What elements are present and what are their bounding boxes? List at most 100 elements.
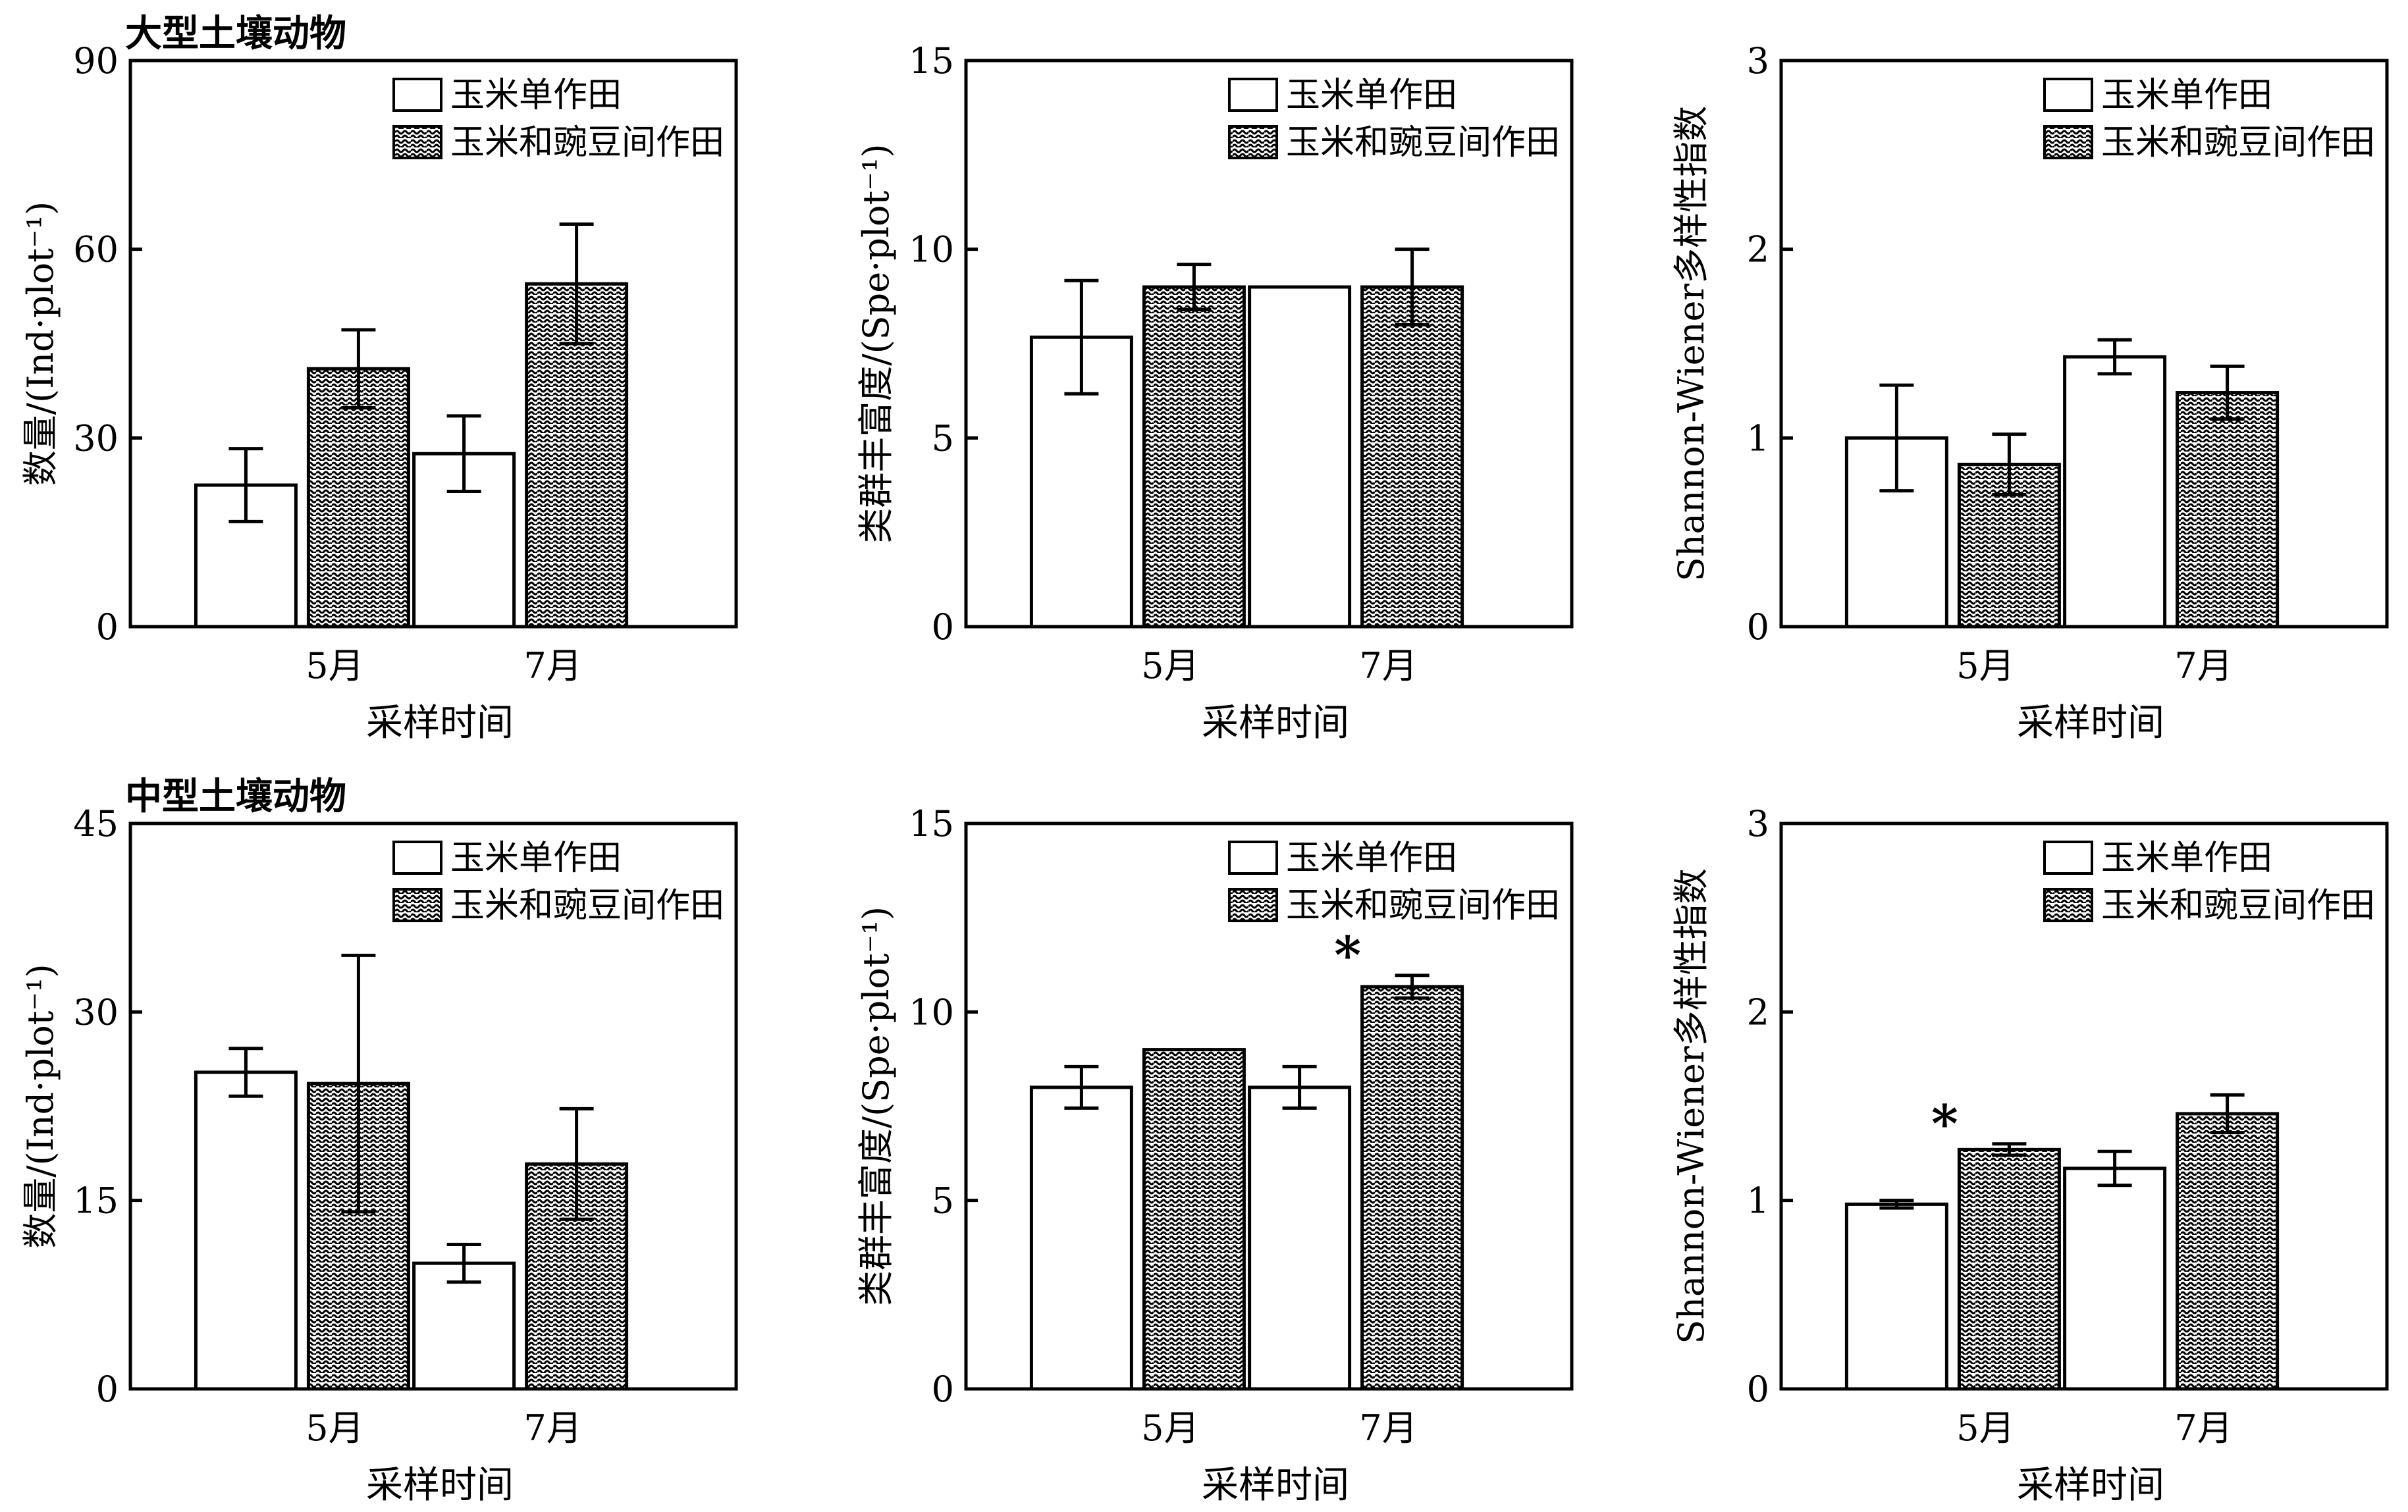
y-tick-label: 5 <box>932 1180 954 1222</box>
plot-frame <box>128 59 738 629</box>
legend-label: 玉米和豌豆间作田 <box>1286 886 1560 925</box>
y-tick-label: 45 <box>73 803 119 845</box>
y-tick-label: 0 <box>932 606 954 648</box>
legend-swatch-hatched <box>2043 125 2093 159</box>
legend-label: 玉米单作田 <box>1286 839 1457 878</box>
x-tick-label: 5月 <box>306 1407 363 1449</box>
chart-panel-macro-abundance: 大型土壤动物 5月 7月 0 30 60 90 数量/(Ind·plot⁻¹) 采样时间 玉米单作… <box>20 12 738 744</box>
x-axis-label: 采样时间 <box>1202 702 1349 744</box>
bar-plain-1 <box>2063 355 2167 629</box>
legend-label: 玉米单作田 <box>450 76 622 115</box>
x-axis-label: 采样时间 <box>2017 702 2164 744</box>
legend-label: 玉米和豌豆间作田 <box>450 886 724 925</box>
x-axis-label: 采样时间 <box>366 1464 514 1507</box>
x-tick-label: 5月 <box>1956 1407 2014 1449</box>
legend-label: 玉米和豌豆间作田 <box>450 123 724 163</box>
x-tick-label: 5月 <box>1141 1407 1199 1449</box>
bar-plain-0 <box>1029 1085 1133 1391</box>
significance-marker: * <box>1931 1094 1958 1154</box>
y-tick-label: 0 <box>1747 606 1769 648</box>
bar-plain-1 <box>2063 1166 2167 1391</box>
bar-plain-1 <box>1248 285 1352 629</box>
y-tick-label: 2 <box>1747 229 1769 271</box>
bar-hatched-1 <box>1360 285 1464 629</box>
bar-hatched-0 <box>1142 1048 1246 1391</box>
bar-plain-0 <box>194 1070 298 1391</box>
y-tick-label: 15 <box>909 803 954 845</box>
plot-frame <box>964 59 1574 629</box>
y-tick-label: 3 <box>1747 40 1769 82</box>
bar-hatched-0 <box>1957 1147 2061 1391</box>
legend-label: 玉米单作田 <box>2101 76 2272 115</box>
y-tick-label: 60 <box>73 229 119 271</box>
legend-swatch-plain <box>2043 78 2093 112</box>
legend-swatch-plain <box>1228 841 1278 875</box>
x-tick-label: 7月 <box>2174 1407 2232 1449</box>
y-tick-label: 1 <box>1747 417 1769 459</box>
x-tick-label: 7月 <box>1359 645 1417 687</box>
group-title: 大型土壤动物 <box>125 12 346 55</box>
bar-hatched-1 <box>2176 391 2280 629</box>
legend-label: 玉米和豌豆间作田 <box>1286 123 1560 163</box>
y-tick-label: 10 <box>909 991 954 1033</box>
chart-panel-meso-richness: 5月 7月 * 0 5 10 15 类群丰富度/(Spe·plot⁻¹) 采样时间 玉米单作田玉米… <box>855 803 1574 1507</box>
legend-swatch-plain <box>392 841 442 875</box>
x-tick-label: 7月 <box>523 645 581 687</box>
x-axis-label: 采样时间 <box>2017 1464 2164 1507</box>
y-tick-label: 0 <box>932 1369 954 1410</box>
x-tick-label: 5月 <box>1141 645 1199 687</box>
x-axis-label: 采样时间 <box>1202 1464 1349 1507</box>
y-tick-label: 1 <box>1747 1180 1769 1222</box>
significance-marker: * <box>1334 925 1361 985</box>
bar-hatched-1 <box>1360 985 1464 1391</box>
y-tick-label: 90 <box>73 40 119 82</box>
legend-label: 玉米单作田 <box>450 839 622 878</box>
legend-swatch-hatched <box>1228 125 1278 159</box>
legend-swatch-hatched <box>1228 888 1278 922</box>
chart-panel-meso-abundance: 中型土壤动物 5月 7月 0 15 30 45 数量/(Ind·plot⁻¹) 采样时间 玉米单作… <box>20 775 738 1507</box>
y-tick-label: 10 <box>909 229 954 271</box>
legend-label: 玉米单作田 <box>2101 839 2272 878</box>
legend-label: 玉米和豌豆间作田 <box>2101 886 2375 925</box>
plot-frame <box>128 821 738 1391</box>
x-tick-label: 5月 <box>306 645 363 687</box>
y-tick-label: 0 <box>96 606 119 648</box>
legend-swatch-hatched <box>392 125 442 159</box>
bar-hatched-1 <box>2176 1112 2280 1391</box>
plot-frame <box>964 821 1574 1391</box>
group-title: 中型土壤动物 <box>125 775 346 818</box>
legend-label: 玉米单作田 <box>1286 76 1457 115</box>
x-tick-label: 7月 <box>1359 1407 1417 1449</box>
y-tick-label: 30 <box>73 991 119 1033</box>
legend-swatch-hatched <box>2043 888 2093 922</box>
x-tick-label: 7月 <box>523 1407 581 1449</box>
y-tick-label: 3 <box>1747 803 1769 845</box>
y-axis-label: 类群丰富度/(Spe·plot⁻¹) <box>855 143 897 543</box>
chart-panel-macro-richness: 5月 7月 0 5 10 15 类群丰富度/(Spe·plot⁻¹) 采样时间 玉米单作田玉米和… <box>855 40 1574 744</box>
legend-swatch-plain <box>1228 78 1278 112</box>
bar-plain-1 <box>1248 1085 1352 1391</box>
bar-plain-0 <box>1844 1202 1948 1391</box>
legend-swatch-plain <box>392 78 442 112</box>
y-axis-label: 数量/(Ind·plot⁻¹) <box>20 201 61 486</box>
y-axis-label: Shannon-Wiener多样性指数 <box>1671 106 1712 581</box>
y-tick-label: 2 <box>1747 991 1769 1033</box>
y-tick-label: 5 <box>932 417 954 459</box>
x-tick-label: 5月 <box>1956 645 2014 687</box>
plot-frame <box>1779 59 2389 629</box>
legend-label: 玉米和豌豆间作田 <box>2101 123 2375 163</box>
y-tick-label: 0 <box>96 1369 119 1410</box>
legend-swatch-plain <box>2043 841 2093 875</box>
y-tick-label: 30 <box>73 417 119 459</box>
y-axis-label: 数量/(Ind·plot⁻¹) <box>20 964 61 1248</box>
bar-hatched-0 <box>1142 285 1246 629</box>
y-tick-label: 15 <box>909 40 954 82</box>
y-tick-label: 15 <box>73 1180 119 1222</box>
y-axis-label: 类群丰富度/(Spe·plot⁻¹) <box>855 906 897 1306</box>
legend-swatch-hatched <box>392 888 442 922</box>
x-tick-label: 7月 <box>2174 645 2232 687</box>
x-axis-label: 采样时间 <box>366 702 514 744</box>
